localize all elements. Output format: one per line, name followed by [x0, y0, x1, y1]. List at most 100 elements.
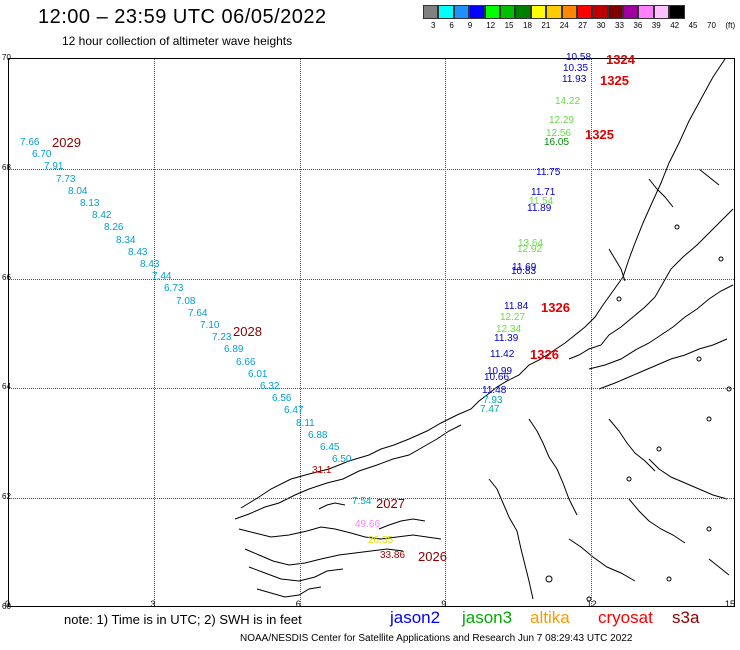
wave-height-label: 7.73	[56, 173, 76, 185]
color-scale-labels: 3 6 9 12 15 18 21 24 27 30 33 36 39 42 45 70 (ft)	[423, 21, 735, 33]
longitude-label: 6	[295, 599, 301, 609]
scale-label: 6	[449, 21, 454, 30]
wave-height-label: 10.83	[511, 266, 537, 277]
wave-height-label: 33.86	[380, 550, 406, 561]
chart-title: 12:00 – 23:59 UTC 06/05/2022	[38, 6, 327, 28]
wave-height-label: 10.66	[484, 372, 510, 383]
wave-height-label: 12.92	[517, 244, 543, 255]
scale-label: 15	[504, 21, 514, 30]
grid-line-horizontal	[9, 498, 734, 500]
pass-number-label: 2027	[376, 496, 405, 511]
scale-label: 33	[615, 21, 624, 30]
scale-label: 70	[707, 21, 716, 30]
wave-height-label: 8.04	[68, 185, 88, 197]
grid-line-horizontal	[9, 168, 734, 170]
scale-swatch	[623, 5, 639, 19]
legend-cryosat: cryosat	[598, 608, 653, 627]
wave-height-label: 7.64	[188, 307, 208, 319]
wave-height-label: 8.43	[128, 246, 148, 258]
scale-label: (ft)	[725, 21, 736, 30]
pass-number-label: 2028	[233, 324, 262, 339]
scale-swatch	[469, 5, 485, 19]
wave-height-label: 6.89	[224, 344, 244, 356]
wave-height-label: 10.99	[487, 366, 513, 377]
pass-number-label: 2026	[418, 549, 447, 564]
wave-height-label: 6.88	[308, 429, 328, 441]
longitude-label: 15	[725, 599, 736, 609]
wave-height-label: 7.93	[483, 395, 503, 406]
wave-height-label: 6.47	[284, 405, 304, 417]
latitude-label: 64	[2, 382, 11, 392]
scale-label: 39	[651, 21, 661, 30]
wave-height-label: 7.44	[152, 271, 172, 283]
scale-swatch	[453, 5, 470, 19]
wave-height-label: 11.84	[504, 301, 529, 312]
scale-label: 21	[541, 21, 551, 30]
pass-number-label: 1325	[585, 127, 614, 142]
wave-height-label: 6.66	[236, 356, 256, 368]
wave-height-label: 6.45	[320, 442, 340, 453]
wave-height-label: 12.34	[496, 324, 522, 335]
scale-label: 18	[523, 21, 532, 30]
grid-line-vertical	[445, 59, 447, 606]
pass-number-label: 1325	[600, 73, 629, 88]
wave-height-label: 11.75	[536, 167, 561, 178]
wave-height-label: 7.08	[176, 295, 196, 307]
wave-height-label: 11.93	[562, 74, 587, 85]
footnote: note: 1) Time is in UTC; 2) SWH is in fe…	[64, 612, 302, 627]
wave-height-label: 7.47	[480, 404, 500, 415]
wave-height-label: 8.13	[80, 198, 100, 209]
scale-swatch	[438, 5, 454, 19]
pass-number-label: 2029	[52, 135, 81, 150]
scale-label: 30	[596, 21, 606, 30]
wave-height-label: 8.11	[296, 417, 315, 429]
wave-height-label: 6.70	[32, 149, 52, 161]
longitude-label: 0	[5, 599, 11, 609]
grid-line-vertical	[299, 59, 301, 606]
legend-altika: altika	[530, 608, 570, 627]
wave-height-label: 11.89	[527, 203, 552, 214]
wave-height-label: 11.54	[529, 196, 554, 207]
scale-label: 12	[486, 21, 496, 30]
scale-swatch	[607, 5, 624, 19]
pass-number-label: 1324	[606, 52, 635, 67]
scale-swatch	[561, 5, 577, 19]
wave-height-label: 11.71	[531, 187, 556, 198]
longitude-label: 3	[150, 599, 156, 609]
wave-height-label: 11.39	[494, 333, 519, 344]
scale-swatch	[546, 5, 562, 19]
wave-height-label: 8.42	[92, 210, 112, 222]
scale-label: 27	[578, 21, 588, 30]
scale-swatch	[576, 5, 593, 19]
pass-number-label: 1326	[541, 300, 570, 315]
scale-swatch	[592, 5, 608, 19]
scale-label: 45	[688, 21, 698, 30]
scale-label: 42	[670, 21, 680, 30]
latitude-label: 60	[2, 602, 11, 611]
grid-line-horizontal	[9, 278, 734, 280]
wave-height-label: 7.23	[212, 332, 232, 344]
scale-label: 24	[559, 21, 569, 30]
wave-height-label: 31.1	[312, 465, 332, 476]
wave-height-label: 7.10	[200, 320, 220, 331]
scale-swatch	[515, 5, 531, 19]
longitude-label: 9	[441, 599, 447, 609]
wave-height-label: 12.56	[546, 128, 572, 139]
wave-height-label: 16.05	[544, 137, 570, 148]
wave-height-label: 49.66	[355, 519, 381, 530]
wave-height-label: 6.56	[272, 393, 292, 405]
wave-height-label: 6.01	[248, 368, 268, 380]
wave-height-label: 11.69	[512, 262, 537, 273]
wave-height-label: 7.91	[44, 161, 64, 173]
grid-line-vertical	[154, 59, 156, 606]
wave-height-label: 11.42	[490, 349, 515, 360]
legend-jason2: jason2	[390, 608, 441, 627]
wave-height-label: 8.34	[116, 234, 136, 246]
color-scale	[423, 5, 685, 19]
wave-height-label: 26.35	[368, 535, 394, 546]
wave-height-label: 8.26	[104, 222, 124, 234]
legend-jason3: jason3	[462, 608, 513, 627]
longitude-label: 12	[586, 599, 597, 609]
scale-swatch	[499, 5, 516, 19]
wave-height-label: 10.35	[563, 63, 589, 74]
